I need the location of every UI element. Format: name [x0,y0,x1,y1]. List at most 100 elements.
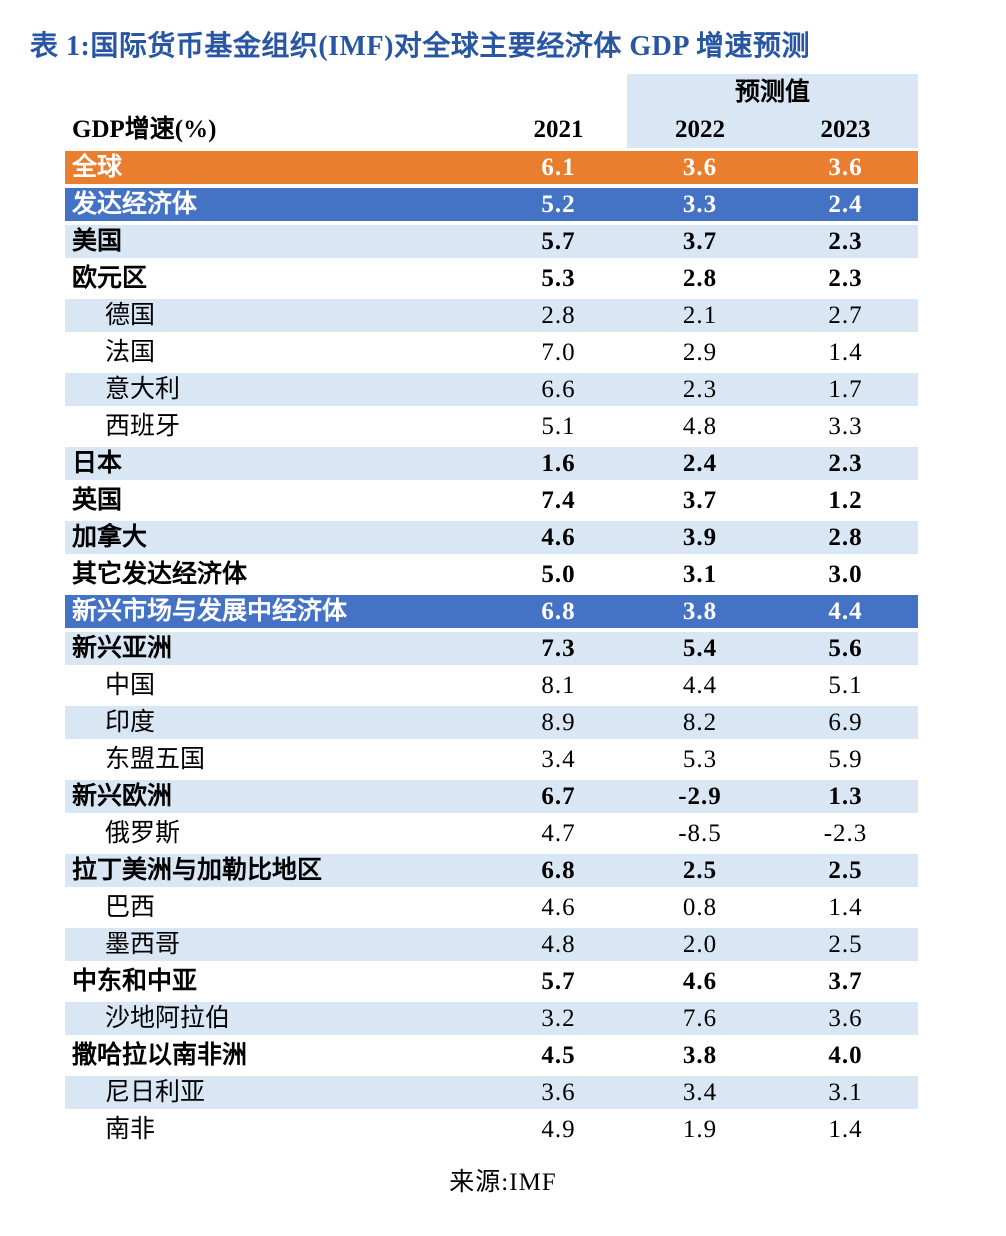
row-value-2021: 7.3 [541,635,576,662]
row-value-2022: 3.1 [682,561,718,588]
row-value-2022: 3.9 [682,524,718,551]
row-label: 尼日利亚 [105,1079,206,1106]
row-value-2022: 1.9 [682,1116,718,1143]
row-value-2021: 6.1 [541,154,576,181]
row-label: 俄罗斯 [105,820,181,847]
column-header-2022: 2022 [627,112,773,148]
table-row: 墨西哥 4.8 2.0 2.5 [65,928,918,961]
row-value-2022: 4.6 [682,968,718,995]
row-value-2023: 3.6 [828,154,863,181]
row-value-2023: 1.4 [828,339,863,366]
row-value-2021: 6.8 [541,857,576,884]
row-label: 全球 [72,154,123,181]
column-header-row: GDP增速(%) 2021 2022 2023 [65,112,918,148]
row-label: 拉丁美洲与加勒比地区 [72,857,323,884]
table-row: 西班牙 5.1 4.8 3.3 [65,410,918,443]
table-row: 东盟五国 3.4 5.3 5.9 [65,743,918,776]
row-value-2023: 2.7 [828,302,863,329]
row-value-2021: 6.8 [541,598,576,625]
table-row: 欧元区 5.3 2.8 2.3 [65,262,918,295]
table-row: 俄罗斯 4.7 -8.5 -2.3 [65,817,918,850]
row-value-2022: 4.4 [682,672,718,699]
row-label: 其它发达经济体 [72,561,248,588]
table-body: 全球 6.1 3.6 3.6 发达经济体 5.2 3.3 2.4 美国 5.7 … [65,151,918,1146]
row-value-2022: 2.5 [682,857,718,884]
row-value-2022: 3.3 [682,191,718,218]
row-value-2021: 3.6 [541,1079,576,1106]
row-value-2021: 5.1 [541,413,576,440]
table-row: 撒哈拉以南非洲 4.5 3.8 4.0 [65,1039,918,1072]
forecast-header-row: 预测值 [65,74,918,112]
row-value-2022: 5.3 [682,746,718,773]
table-title: 表 1:国际货币基金组织(IMF)对全球主要经济体 GDP 增速预测 [30,31,810,62]
row-label: 西班牙 [105,413,181,440]
row-label: 南非 [105,1116,156,1143]
row-value-2023: 3.1 [828,1079,863,1106]
table-row: 发达经济体 5.2 3.3 2.4 [65,188,918,221]
forecast-header-spacer-2021 [490,74,627,112]
row-label: 发达经济体 [72,191,198,218]
row-value-2021: 4.8 [541,931,576,958]
row-label: 新兴欧洲 [72,783,173,810]
row-label: 美国 [72,228,123,255]
row-value-2021: 4.7 [541,820,576,847]
row-value-2023: 6.9 [828,709,863,736]
row-value-2023: 2.8 [828,524,863,551]
row-value-2022: 2.3 [682,376,718,403]
row-value-2022: 0.8 [682,894,718,921]
row-value-2021: 7.0 [541,339,576,366]
row-value-2021: 6.6 [541,376,576,403]
table-row: 沙地阿拉伯 3.2 7.6 3.6 [65,1002,918,1035]
table-row: 印度 8.9 8.2 6.9 [65,706,918,739]
row-value-2023: 3.7 [828,968,863,995]
table-row: 南非 4.9 1.9 1.4 [65,1113,918,1146]
row-value-2023: 1.2 [828,487,863,514]
row-value-2021: 4.5 [541,1042,576,1069]
row-value-2021: 4.6 [541,894,576,921]
row-label: 英国 [72,487,123,514]
row-value-2022: 3.6 [682,154,718,181]
row-value-2022: 2.4 [682,450,718,477]
row-value-2023: 2.3 [828,228,863,255]
row-value-2021: 4.9 [541,1116,576,1143]
row-label: 法国 [105,339,156,366]
row-value-2023: 2.5 [828,857,863,884]
table-row: 尼日利亚 3.6 3.4 3.1 [65,1076,918,1109]
row-label: 印度 [105,709,156,736]
row-value-2021: 7.4 [541,487,576,514]
row-label: 撒哈拉以南非洲 [72,1042,248,1069]
row-value-2023: 2.3 [828,265,863,292]
column-header-2021: 2021 [533,116,584,143]
row-value-2023: 2.3 [828,450,863,477]
row-value-2022: 2.8 [682,265,718,292]
table-row: 新兴亚洲 7.3 5.4 5.6 [65,632,918,665]
table-row: 美国 5.7 3.7 2.3 [65,225,918,258]
row-value-2022: 3.4 [682,1079,718,1106]
row-value-2021: 3.4 [541,746,576,773]
row-value-2021: 5.2 [541,191,576,218]
row-value-2022: 2.0 [682,931,718,958]
row-label: 意大利 [105,376,181,403]
row-value-2021: 4.6 [541,524,576,551]
table-row: 拉丁美洲与加勒比地区 6.8 2.5 2.5 [65,854,918,887]
table-row: 中东和中亚 5.7 4.6 3.7 [65,965,918,998]
row-value-2022: -2.9 [678,783,722,810]
row-label: 巴西 [105,894,156,921]
table-row: 新兴市场与发展中经济体 6.8 3.8 4.4 [65,595,918,628]
row-label: 新兴亚洲 [72,635,173,662]
row-value-2023: 3.3 [828,413,863,440]
source-note: 来源:IMF [449,1169,557,1196]
table-row: 加拿大 4.6 3.9 2.8 [65,521,918,554]
row-value-2023: 4.4 [828,598,863,625]
gdp-forecast-table: 预测值 GDP增速(%) 2021 2022 2023 全球 6.1 3.6 3… [65,74,918,1146]
table-row: 巴西 4.6 0.8 1.4 [65,891,918,924]
row-value-2021: 1.6 [541,450,576,477]
row-value-2022: 2.1 [682,302,718,329]
row-value-2023: 1.4 [828,1116,863,1143]
table-row: 日本 1.6 2.4 2.3 [65,447,918,480]
row-value-2021: 3.2 [541,1005,576,1032]
row-label: 中东和中亚 [72,968,198,995]
row-value-2023: -2.3 [823,820,868,847]
row-value-2023: 5.9 [828,746,863,773]
row-value-2022: 3.7 [682,228,718,255]
